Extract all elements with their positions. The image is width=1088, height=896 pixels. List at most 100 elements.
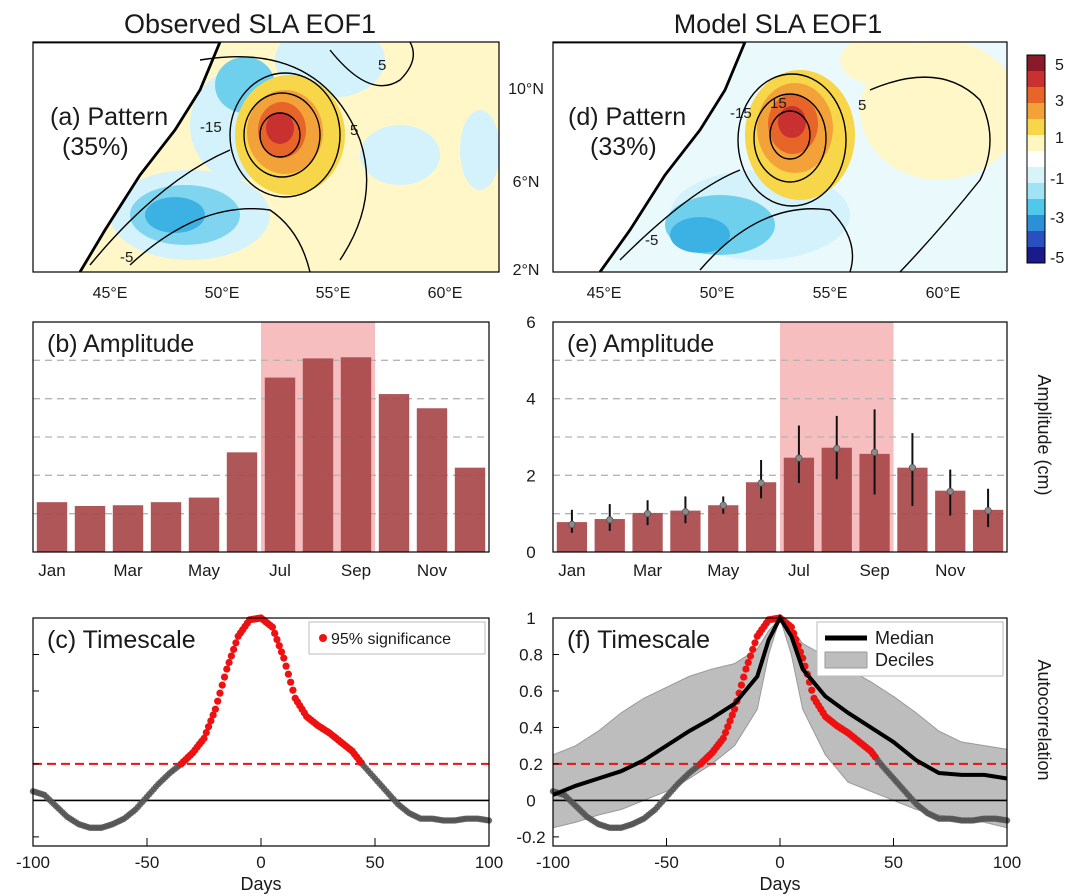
significant-point <box>216 689 224 697</box>
median-marker <box>719 501 727 509</box>
colorbar-segment <box>1027 215 1045 232</box>
x-tick-label: 100 <box>993 853 1021 872</box>
colorbar-tick: -5 <box>1050 250 1064 267</box>
significant-point <box>282 662 290 670</box>
x-tick-label: Nov <box>417 561 448 580</box>
coastline <box>33 42 222 272</box>
amplitude-panel-b: Jan Mar May Jul Sep Nov (b) Amplitude <box>32 321 490 580</box>
significant-point <box>746 652 755 660</box>
x-tick-label: 50 <box>366 853 385 872</box>
significant-point <box>204 723 213 731</box>
colorbar-segment <box>1027 183 1045 200</box>
lon-tick: 50°E <box>205 285 240 302</box>
significant-point <box>200 734 208 742</box>
significant-point <box>724 723 732 731</box>
y-tick-label: 0.4 <box>519 718 543 737</box>
lon-tick: 60°E <box>926 285 961 302</box>
x-tick-label: Nov <box>935 561 966 580</box>
median-marker <box>946 487 954 496</box>
significant-point <box>728 711 736 719</box>
colorbar-segment <box>1027 71 1045 88</box>
x-tick-label: -50 <box>135 853 160 872</box>
bar-nov <box>416 408 448 552</box>
lat-axis: 10°N 6°N 2°N <box>508 81 544 279</box>
x-tick-label: Sep <box>341 561 371 580</box>
significant-point <box>223 665 231 673</box>
colorbar-segment <box>1027 119 1045 136</box>
y-tick-label: 0.2 <box>519 755 543 774</box>
panel-label-a: (a) Pattern <box>50 103 168 131</box>
bar-feb <box>74 506 106 552</box>
coastline <box>553 42 747 272</box>
right-column-title: Model SLA EOF1 <box>674 9 883 39</box>
significant-point <box>209 711 217 719</box>
colorbar-segment <box>1027 151 1045 168</box>
median-marker <box>870 448 879 456</box>
y-tick-label: 2 <box>526 466 535 485</box>
x-tick-label: 0 <box>256 853 265 872</box>
significant-point <box>220 673 229 681</box>
significant-point <box>289 686 297 694</box>
colorbar-tick: 3 <box>1055 93 1064 110</box>
significant-point <box>751 639 759 647</box>
bar-jul <box>264 377 296 552</box>
median-marker <box>795 454 803 462</box>
significant-point <box>214 697 222 705</box>
y-tick-label: 0 <box>526 791 535 810</box>
left-column-title: Observed SLA EOF1 <box>124 9 376 39</box>
variance-label-a: (35%) <box>62 133 129 161</box>
contour-label: 5 <box>378 57 386 74</box>
panel-title: (b) Amplitude <box>47 330 194 358</box>
significant-point <box>731 705 739 713</box>
colorbar-segment <box>1027 167 1045 184</box>
colorbar-segment <box>1027 55 1045 72</box>
amplitude-axis-label: Amplitude (cm) <box>1034 374 1054 495</box>
panel-title: (f) Timescale <box>567 626 710 654</box>
contours <box>89 42 414 272</box>
significant-point <box>230 645 238 653</box>
significant-point <box>207 717 215 725</box>
panel-label-d: (d) Pattern <box>568 103 686 131</box>
median-marker <box>833 444 841 453</box>
significant-point <box>287 678 295 686</box>
x-tick-label: Sep <box>859 561 889 580</box>
colorbar-segment <box>1027 103 1045 120</box>
legend-label: Deciles <box>875 650 934 670</box>
lon-axis-right: 45°E 50°E 55°E 60°E <box>587 285 961 302</box>
significant-point <box>211 705 219 713</box>
significant-point <box>280 654 288 662</box>
significant-point <box>749 645 757 653</box>
map-panel-d: -15 15 5 -5 (d) Pattern (33%) <box>552 41 1008 273</box>
lon-tick: 60°E <box>428 285 463 302</box>
significant-point <box>277 648 286 656</box>
bar-oct <box>378 394 410 552</box>
colorbar-segment <box>1027 231 1045 248</box>
median-marker <box>984 506 992 515</box>
legend-label: 95% significance <box>331 631 451 648</box>
significant-point <box>268 623 276 631</box>
colorbar-segment <box>1027 247 1045 264</box>
x-tick-label: 50 <box>884 853 903 872</box>
bar-dec <box>454 467 486 552</box>
sla-anomaly-field <box>110 42 499 260</box>
autocorrelation-axis-label: Autocorrelation <box>1034 659 1054 780</box>
sla-anomaly-field <box>665 42 1007 260</box>
colorbar-segment <box>1027 135 1045 152</box>
significant-point <box>740 673 748 681</box>
x-tick-label: Jul <box>788 561 810 580</box>
bar-apr <box>150 502 182 552</box>
x-tick-label: -100 <box>536 853 570 872</box>
colorbar-tick: 1 <box>1055 130 1064 147</box>
contour-label: -5 <box>645 232 658 249</box>
significant-point <box>232 639 240 647</box>
x-tick-label: Jan <box>38 561 65 580</box>
significant-point <box>284 670 292 678</box>
contour-label: -15 <box>730 105 752 122</box>
colorbar-segment <box>1027 87 1045 104</box>
colorbar: 5 3 1 -1 -3 -5 <box>1026 54 1064 267</box>
x-tick-label: -50 <box>654 853 679 872</box>
y-tick-label: 4 <box>526 390 535 409</box>
timescale-panel-f: -100 -50 0 50 100 Days -0.2 0 0.2 0.4 0.6 0.8 1 (f) T… <box>516 609 1021 894</box>
median-marker <box>606 516 614 524</box>
